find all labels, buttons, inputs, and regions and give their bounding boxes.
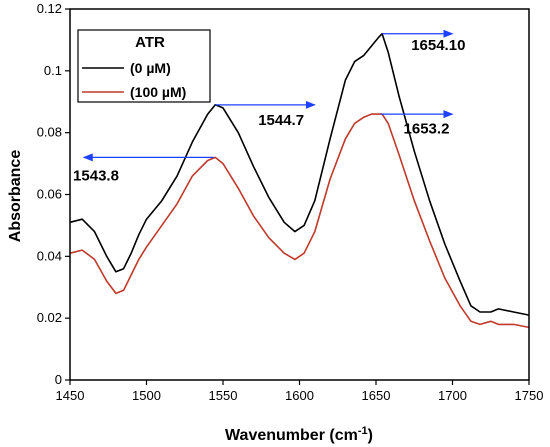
legend: ATR (0 µM) (100 µM) [77,29,211,103]
x-axis-title-base: Wavenumber (cm [225,427,358,444]
legend-entry-0-um: (0 µM) [130,60,171,76]
x-axis-title: Wavenumber (cm-1) [225,425,373,444]
series-line-0 [69,32,530,316]
x-tick-label: 1550 [209,388,238,403]
tick-layer: 1450 1500 1550 1600 1650 1700 1750 0 0.02 0.04 0.0… [37,1,544,403]
annotation-label-1: 1544.7 [258,112,304,129]
series-line-1 [69,113,530,329]
x-tick-label: 1650 [362,388,391,403]
annotation-label-0: 1654.10 [411,37,465,54]
x-tick-label: 1700 [438,388,467,403]
annotation-label-2: 1653.2 [404,121,450,138]
y-tick-label: 0.12 [37,1,62,16]
x-tick-label: 1600 [285,388,314,403]
x-tick-label: 1450 [56,388,85,403]
series-layer [69,32,530,329]
y-tick-label: 0.04 [37,248,62,263]
x-tick-label: 1750 [515,388,544,403]
y-tick-label: 0.08 [37,125,62,140]
y-tick-label: 0.02 [37,310,62,325]
x-tick-label: 1500 [132,388,161,403]
legend-entry-100-um: (100 µM) [130,84,186,100]
annotation-layer: 1654.10 1544.7 1653.2 1543.8 [73,29,465,185]
y-tick-label: 0.06 [37,187,62,202]
y-axis-title: Absorbance [7,150,24,243]
legend-box [77,29,211,103]
y-tick-label: 0.1 [44,63,62,78]
annotation-label-3: 1543.8 [73,168,119,185]
x-axis-title-close: ) [368,427,373,444]
legend-title: ATR [135,34,165,51]
x-axis-title-sup: -1 [358,425,368,437]
y-tick-label: 0 [55,372,62,387]
